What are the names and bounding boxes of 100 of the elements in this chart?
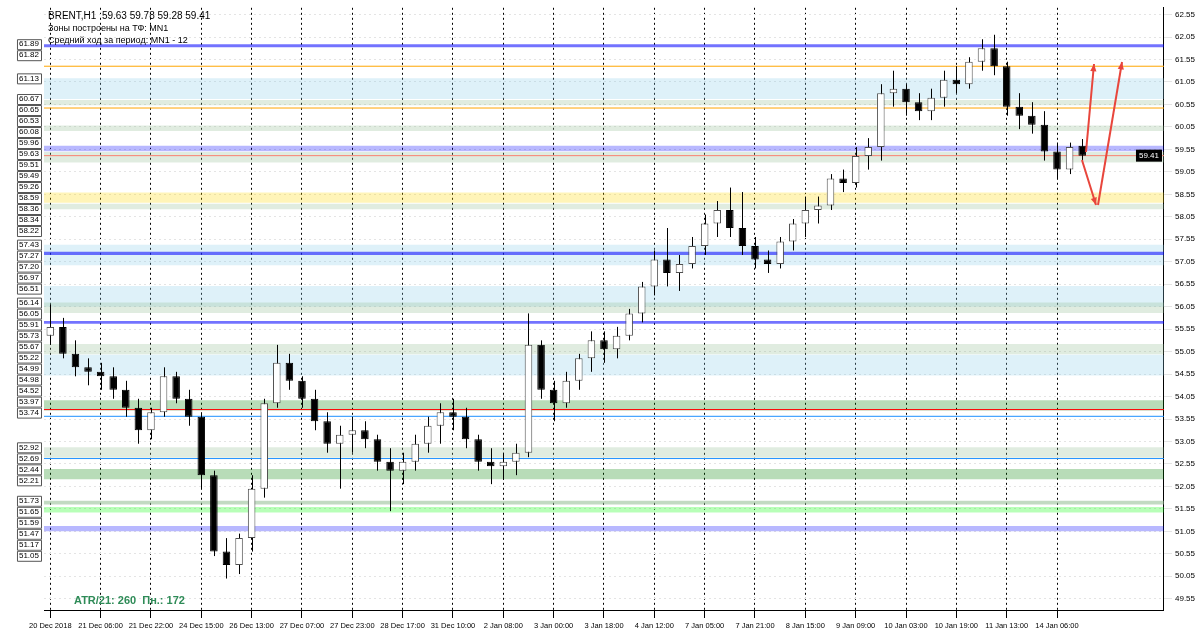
y-tick-label: 59.55 bbox=[1174, 144, 1196, 154]
text: 53.97 bbox=[18, 396, 40, 406]
candlestick bbox=[512, 443, 520, 476]
candlestick bbox=[109, 366, 117, 400]
y-tick-label: 60.55 bbox=[1174, 99, 1196, 109]
text: 58.36 bbox=[18, 204, 40, 214]
y-tick-label: 52.05 bbox=[1174, 481, 1196, 491]
candlestick bbox=[122, 380, 130, 418]
text: 60.08 bbox=[18, 127, 40, 137]
candlestick bbox=[1065, 142, 1074, 175]
y-tick-label: 55.05 bbox=[1174, 346, 1196, 356]
candlestick bbox=[335, 425, 344, 490]
candlestick bbox=[172, 371, 180, 404]
candlestick bbox=[373, 434, 382, 472]
y-tick-label: 62.05 bbox=[1174, 32, 1196, 42]
y-tick-label: 51.05 bbox=[1174, 526, 1196, 536]
text: 59.49 bbox=[18, 171, 40, 181]
text: 60.53 bbox=[18, 116, 40, 126]
y-tick-label: 50.05 bbox=[1174, 571, 1196, 581]
y-tick-label: 50.55 bbox=[1174, 549, 1196, 559]
y-tick-label: 56.55 bbox=[1174, 279, 1196, 289]
candlestick bbox=[688, 236, 696, 269]
text: 59.96 bbox=[18, 138, 40, 148]
text: 54.52 bbox=[18, 385, 40, 395]
y-tick-label: 57.05 bbox=[1174, 256, 1196, 266]
candlestick bbox=[675, 254, 684, 292]
text: 60.65 bbox=[18, 105, 40, 115]
text: 51.17 bbox=[18, 540, 40, 549]
candlestick bbox=[285, 353, 294, 391]
candlestick bbox=[474, 434, 482, 472]
candlestick bbox=[386, 447, 394, 512]
candlestick bbox=[184, 389, 193, 427]
text: 52.92 bbox=[18, 442, 40, 452]
candlestick bbox=[663, 227, 671, 287]
candlestick bbox=[437, 402, 444, 445]
y-tick-label: 61.55 bbox=[1174, 54, 1196, 64]
text: 51.05 bbox=[18, 551, 40, 560]
text: 51.65 bbox=[18, 507, 40, 516]
candlestick bbox=[323, 411, 331, 454]
text: 51.73 bbox=[18, 496, 40, 505]
text: 54.99 bbox=[18, 363, 40, 373]
y-tick-label: 49.55 bbox=[1174, 593, 1196, 603]
y-tick-label: 62.55 bbox=[1174, 9, 1196, 19]
chart-title: BRENT,H1 59.63 59.78 59.28 59.41 bbox=[48, 9, 211, 21]
text: 61.89 bbox=[18, 39, 40, 49]
text: 59.63 bbox=[18, 149, 40, 159]
y-tick-label: 51.55 bbox=[1174, 504, 1196, 514]
y-tick-label: 53.05 bbox=[1174, 436, 1196, 446]
y-tick-label: 56.05 bbox=[1174, 301, 1196, 311]
y-tick-label: 59.05 bbox=[1174, 167, 1196, 177]
candlestick bbox=[914, 92, 923, 121]
annotation: Средний ход за период: MN1 - 12 bbox=[48, 34, 188, 45]
candlestick bbox=[713, 200, 722, 238]
y-tick-label: 53.55 bbox=[1174, 414, 1196, 424]
text: 55.22 bbox=[18, 352, 40, 362]
text: 56.97 bbox=[18, 272, 40, 282]
annotation: Зоны построены на ТФ: MN1 bbox=[48, 22, 169, 33]
text: 52.44 bbox=[18, 464, 40, 474]
candlestick bbox=[1028, 101, 1036, 135]
text: 56.05 bbox=[18, 308, 40, 318]
y-tick-label: 52.55 bbox=[1174, 459, 1196, 469]
candlestick bbox=[738, 191, 747, 256]
text: 58.22 bbox=[18, 226, 40, 236]
candlestick bbox=[978, 38, 985, 72]
text: 59.51 bbox=[18, 160, 40, 170]
candlestick bbox=[763, 249, 772, 274]
text: 57.27 bbox=[18, 250, 40, 260]
text: 58.34 bbox=[18, 215, 40, 225]
candlestick bbox=[726, 187, 734, 238]
text: 60.67 bbox=[18, 94, 40, 104]
text: 51.47 bbox=[18, 529, 40, 538]
candlestick bbox=[927, 88, 935, 121]
text: 56.14 bbox=[18, 297, 40, 307]
candlestick bbox=[575, 353, 583, 391]
y-tick-label: 58.55 bbox=[1174, 189, 1196, 199]
candlestick bbox=[939, 70, 948, 108]
text: 57.43 bbox=[18, 239, 40, 249]
candlestick bbox=[424, 416, 432, 454]
candlestick bbox=[990, 34, 998, 76]
y-tick-label: 54.55 bbox=[1174, 369, 1196, 379]
candlestick bbox=[864, 137, 873, 171]
candlestick bbox=[411, 434, 420, 472]
text: 55.67 bbox=[18, 341, 40, 351]
text: 56.51 bbox=[18, 283, 40, 293]
candlestick bbox=[776, 236, 784, 269]
y-tick-label: 58.05 bbox=[1174, 211, 1196, 221]
candlestick bbox=[788, 218, 797, 251]
text: 55.91 bbox=[18, 319, 40, 329]
candlestick bbox=[625, 308, 633, 341]
text: 58.59 bbox=[18, 193, 40, 203]
annotation: ATR/21: 260 Пн.: 172 bbox=[74, 593, 185, 606]
text: 52.69 bbox=[18, 453, 40, 463]
candlestick bbox=[84, 357, 92, 386]
text: 54.98 bbox=[18, 374, 40, 384]
y-tick-label: 57.55 bbox=[1174, 234, 1196, 244]
candlestick bbox=[361, 420, 369, 449]
text: 55.73 bbox=[18, 330, 40, 340]
y-tick-label: 55.55 bbox=[1174, 324, 1196, 334]
y-tick-label: 60.05 bbox=[1174, 122, 1196, 132]
y-tick-label: 54.05 bbox=[1174, 391, 1196, 401]
